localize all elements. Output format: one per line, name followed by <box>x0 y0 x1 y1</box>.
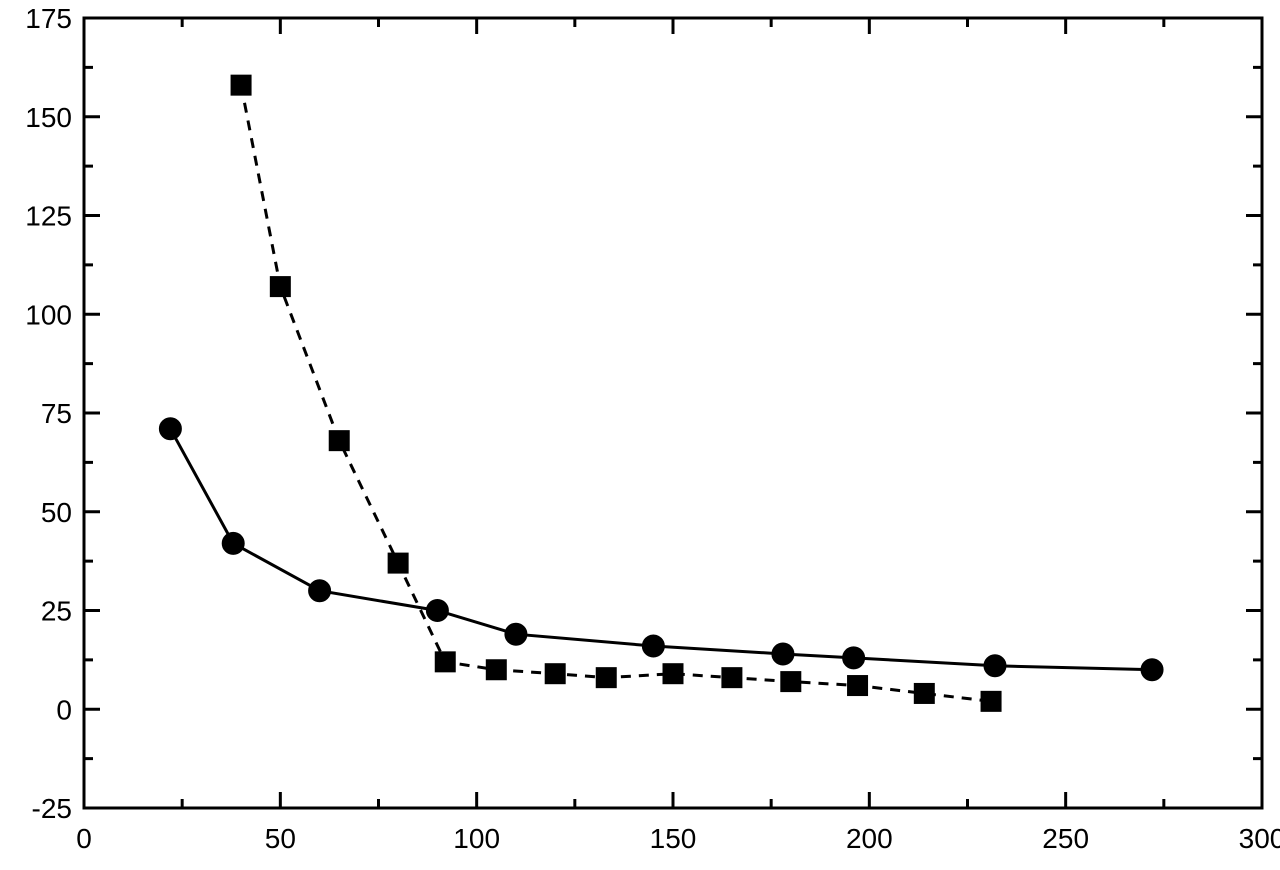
chart-container: 050100150200250300-250255075100125150175 <box>0 0 1280 870</box>
marker-square <box>722 668 742 688</box>
line-chart: 050100150200250300-250255075100125150175 <box>0 0 1280 870</box>
x-tick-label: 0 <box>76 823 92 854</box>
y-tick-label: -25 <box>32 793 72 824</box>
marker-square <box>270 277 290 297</box>
marker-square <box>545 664 565 684</box>
marker-circle <box>843 647 865 669</box>
marker-circle <box>642 635 664 657</box>
y-tick-label: 50 <box>41 497 72 528</box>
marker-circle <box>1141 659 1163 681</box>
y-tick-label: 0 <box>56 694 72 725</box>
marker-square <box>781 672 801 692</box>
marker-square <box>596 668 616 688</box>
marker-circle <box>505 623 527 645</box>
x-tick-label: 100 <box>453 823 500 854</box>
marker-square <box>981 691 1001 711</box>
series-line-squares-dashed <box>241 85 991 701</box>
y-tick-label: 175 <box>25 3 72 34</box>
marker-square <box>486 660 506 680</box>
y-tick-label: 100 <box>25 299 72 330</box>
marker-square <box>231 75 251 95</box>
x-tick-label: 150 <box>650 823 697 854</box>
marker-square <box>329 431 349 451</box>
series-line-circles-solid <box>170 429 1152 670</box>
marker-circle <box>772 643 794 665</box>
plot-border <box>84 18 1262 808</box>
marker-square <box>663 664 683 684</box>
marker-square <box>388 553 408 573</box>
x-tick-label: 300 <box>1239 823 1280 854</box>
marker-circle <box>222 532 244 554</box>
marker-square <box>914 683 934 703</box>
marker-square <box>848 676 868 696</box>
marker-circle <box>984 655 1006 677</box>
y-tick-label: 125 <box>25 201 72 232</box>
x-tick-label: 50 <box>265 823 296 854</box>
marker-circle <box>309 580 331 602</box>
y-tick-label: 75 <box>41 398 72 429</box>
marker-square <box>435 652 455 672</box>
y-tick-label: 25 <box>41 596 72 627</box>
x-tick-label: 250 <box>1042 823 1089 854</box>
x-tick-label: 200 <box>846 823 893 854</box>
marker-circle <box>426 600 448 622</box>
marker-circle <box>159 418 181 440</box>
y-tick-label: 150 <box>25 102 72 133</box>
